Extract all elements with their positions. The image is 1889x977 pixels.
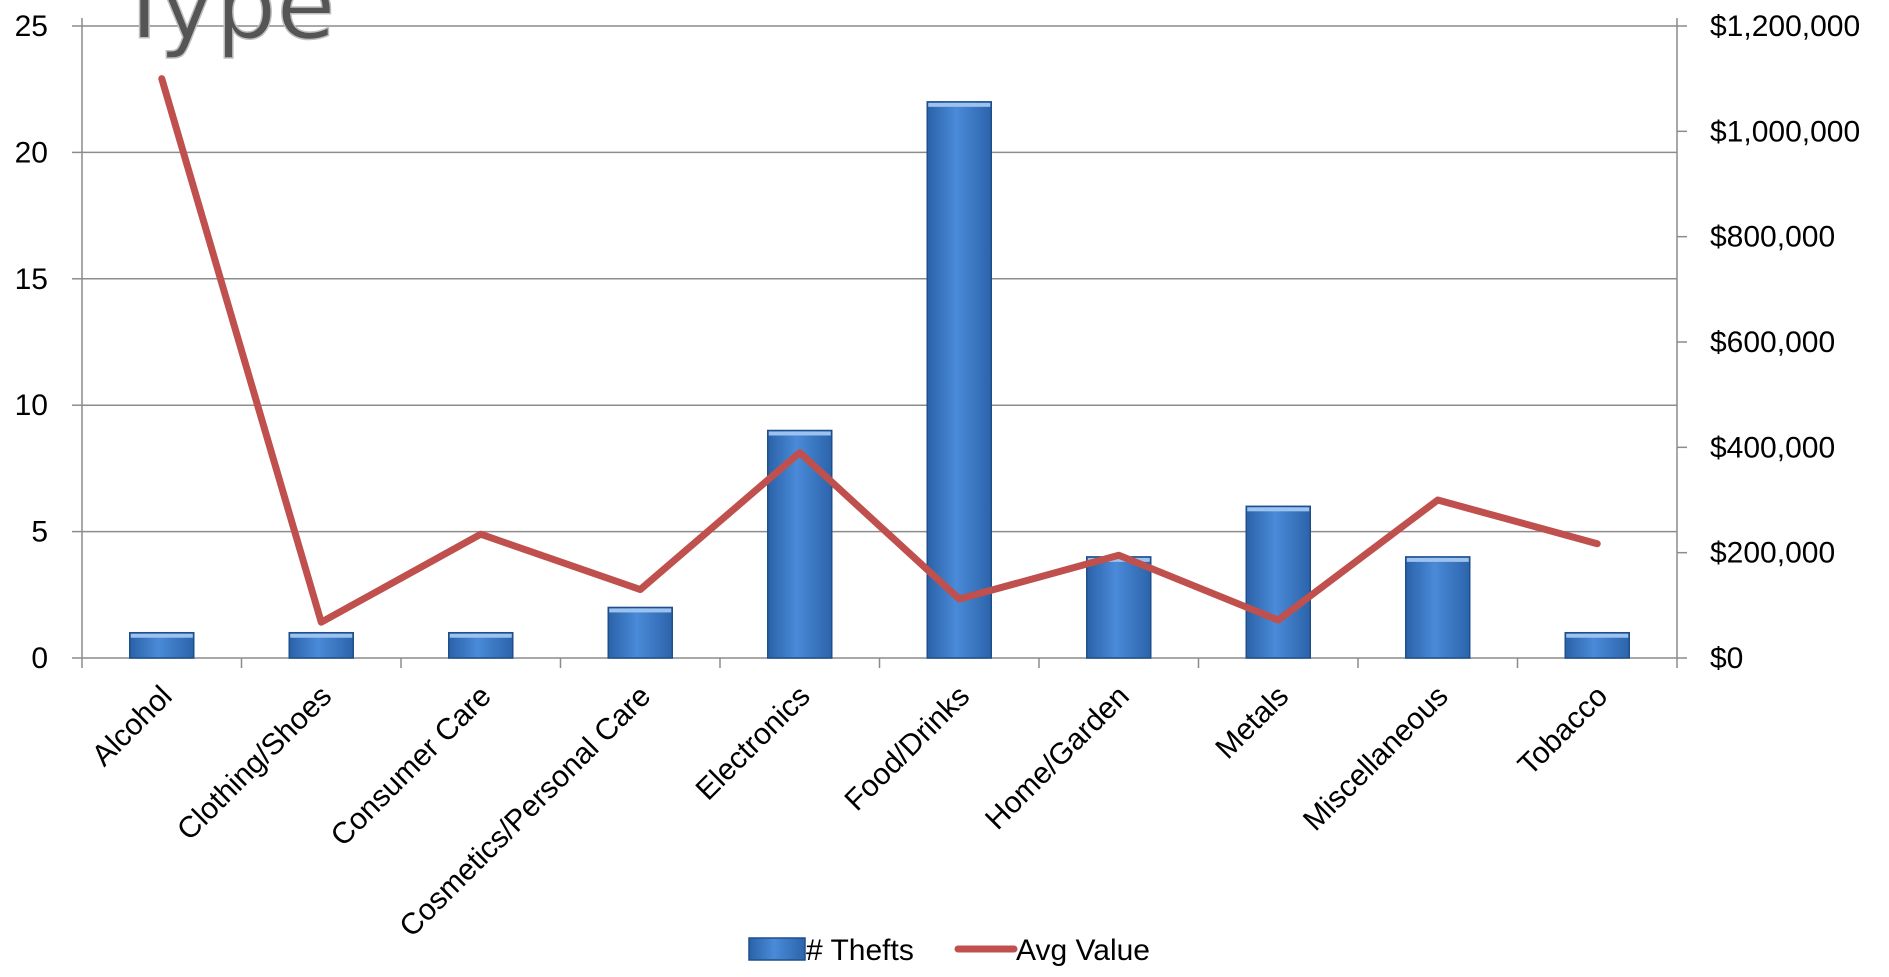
bar-highlight: [449, 633, 512, 638]
bar-highlight: [768, 431, 831, 436]
line-point: [1118, 554, 1120, 556]
bar: [1564, 631, 1630, 659]
y-left-tick-label: 10: [15, 389, 48, 422]
legend-swatch-thefts: [748, 937, 806, 961]
bar-body: [1086, 556, 1152, 659]
line-point: [1596, 543, 1598, 545]
y-left-tick-label: 5: [31, 516, 48, 549]
x-tick-label: Tobacco: [1512, 680, 1614, 782]
legend-label-thefts: # Thefts: [806, 934, 914, 967]
bar-highlight: [130, 633, 193, 638]
bar: [288, 631, 354, 659]
bars-series: [129, 101, 1630, 659]
y-left-tick-label: 0: [31, 642, 48, 675]
line-point: [1277, 619, 1279, 621]
legend-label-avg-value: Avg Value: [1016, 934, 1150, 967]
x-tick-label: Food/Drinks: [839, 680, 977, 818]
x-tick-label: Electronics: [690, 680, 817, 807]
bar: [767, 429, 833, 659]
x-tick-label: Clothing/Shoes: [171, 680, 338, 847]
bar: [926, 101, 992, 659]
bar-highlight: [1406, 557, 1469, 562]
line-series: [158, 75, 1601, 626]
bar-highlight: [290, 633, 353, 638]
avg-value-line: [158, 75, 1601, 626]
y-right-tick-label: $0: [1710, 642, 1743, 675]
bar-body: [767, 429, 833, 659]
bar-body: [1405, 556, 1471, 659]
line-point: [639, 589, 641, 591]
y-right-tick-label: $400,000: [1710, 431, 1835, 464]
y-left-tick-label: 20: [15, 136, 48, 169]
bar-body: [607, 606, 673, 659]
bar-body: [926, 101, 992, 659]
x-tick-label: Consumer Care: [325, 680, 498, 853]
legend: # Thefts Avg Value: [748, 934, 1150, 967]
line-point: [161, 78, 163, 80]
bar: [1405, 556, 1471, 659]
y-right-tick-label: $800,000: [1710, 221, 1835, 254]
x-tick-label: Metals: [1209, 680, 1295, 766]
gridlines: [82, 25, 1677, 533]
y-right-tick-label: $1,000,000: [1710, 115, 1860, 148]
bar: [448, 631, 514, 659]
bar-body: [1245, 505, 1311, 659]
y-left-tick-label: 15: [15, 263, 48, 296]
y-left-tick-label: 25: [15, 10, 48, 43]
x-tick-label: Home/Garden: [979, 680, 1136, 837]
bar: [607, 606, 673, 659]
line-point: [1437, 499, 1439, 501]
bar-highlight: [609, 608, 672, 613]
y-right-tick-label: $600,000: [1710, 326, 1835, 359]
x-tick-label: Alcohol: [86, 680, 179, 773]
x-tick-label: Miscellaneous: [1297, 680, 1455, 838]
line-point: [480, 533, 482, 535]
bar-highlight: [1087, 557, 1150, 562]
bar: [1245, 505, 1311, 659]
y-right-tick-label: $200,000: [1710, 537, 1835, 570]
bar: [1086, 556, 1152, 659]
bar-highlight: [1566, 633, 1629, 638]
y-right-tick-label: $1,200,000: [1710, 10, 1860, 43]
bar-highlight: [928, 102, 991, 107]
line-point: [799, 452, 801, 454]
chart-title-fragment: Type: [114, 0, 336, 61]
x-tick-label: Cosmetics/Personal Care: [393, 680, 657, 944]
bar: [129, 631, 195, 659]
line-point: [958, 598, 960, 600]
bar-highlight: [1247, 507, 1310, 512]
line-point: [320, 621, 322, 623]
